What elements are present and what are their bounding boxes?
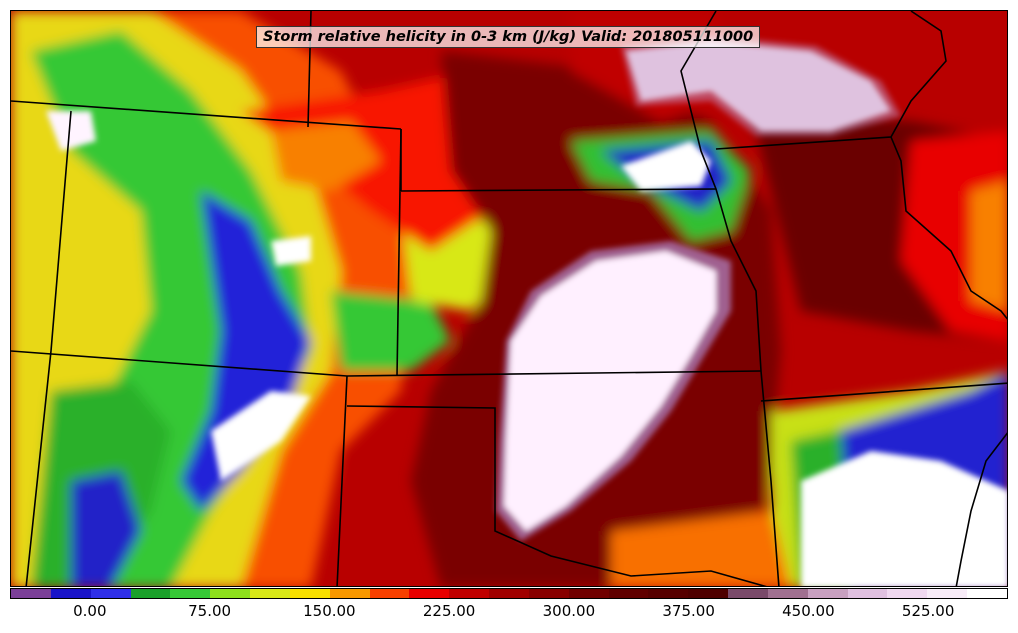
colorbar-segment [369,589,410,598]
southwest-blue-zone [71,471,141,586]
colorbar-ticks: 0.00 75.00 150.00 225.00 300.00 375.00 450.00 5… [10,602,1008,626]
mississippi-river [890,136,1007,320]
utah-west [25,110,72,586]
nebraska-white-area [621,141,711,191]
colorbar-segment [568,589,610,598]
colorbar-segment [648,589,689,598]
white-core-main [504,251,716,531]
colorbar-segment [409,589,450,598]
colorbar-tick-label: 225.00 [422,602,476,620]
state-boundaries [11,11,1007,586]
minnesota-line [890,11,947,138]
colorbar-segment [50,589,92,598]
colorbar-segment [11,589,52,598]
high-helicity-areas [46,36,1007,586]
colorbar-tick-label: 375.00 [662,602,715,620]
colorbar-segment [528,589,570,598]
south-orange-zone [611,511,791,586]
colorbar-segment [847,589,889,598]
louisiana-line [955,432,1007,586]
colorbar-tick-label: 0.00 [73,602,107,620]
colorbar-segment [887,589,928,598]
colorbar-tick-label: 450.00 [782,602,835,620]
colorbar-tick-label: 300.00 [542,602,596,620]
colorbar-segment [449,589,490,598]
colorbar-tick-label: 525.00 [901,602,955,620]
central-orange-spot [271,121,381,191]
colorbar-segment [250,589,291,598]
colorbar [10,588,1008,599]
colorbar-segment [329,589,371,598]
nm-east [336,375,348,586]
utah-white-spot [271,236,311,266]
colorbar-segment [728,589,769,598]
southeast-white-area [801,451,1007,586]
four-corners-line [11,350,348,377]
colorbar-segment [489,589,530,598]
missouri-river [680,11,780,586]
kansas-north [400,188,717,192]
oklahoma-panhandle [346,405,767,586]
north-purple-area [621,36,901,136]
colorado-green-band [331,291,451,371]
arkansas-north [760,382,1007,402]
colorbar-segment [210,589,251,598]
colorbar-segment [90,589,132,598]
colorbar-segment [130,589,171,598]
northern-border [11,100,402,130]
colorbar-segment [289,589,331,598]
colorbar-segment [767,589,809,598]
nm-white-streaks [211,391,311,481]
colorbar-segment [608,589,650,598]
iowa-north [715,136,892,150]
colorbar-tick-label: 150.00 [303,602,356,620]
east-orange-zone [971,181,1007,311]
colorbar-segment [170,589,211,598]
colorbar-tick-label: 75.00 [188,602,232,620]
colorbar-segment [927,589,968,598]
colorbar-segment [807,589,849,598]
helicity-map: Storm relative helicity in 0-3 km (J/kg)… [10,10,1008,587]
colorbar-segment [688,589,729,598]
kansas-south [346,370,762,377]
map-title: Storm relative helicity in 0-3 km (J/kg)… [256,26,761,48]
wyoming-white-spot [46,111,96,151]
map-canvas [11,11,1007,586]
colorbar-segment [967,589,1007,598]
